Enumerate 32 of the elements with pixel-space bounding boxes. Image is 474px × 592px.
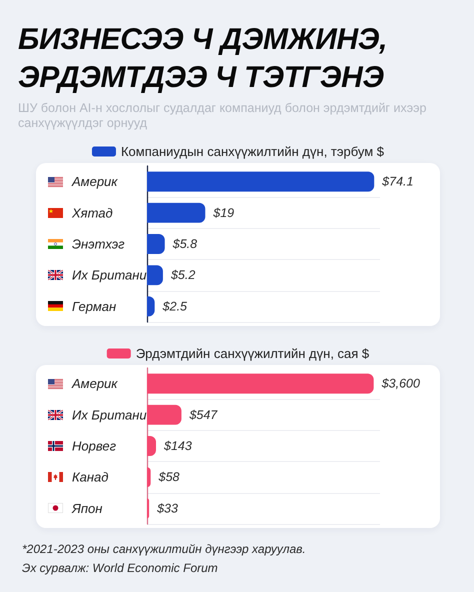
bar — [147, 202, 206, 223]
text: *2021-2023 оны санхүүжилтийн дүнгээр харуулав. — [22, 541, 306, 557]
y-tick-label: Норвег — [72, 438, 117, 454]
y-tick-label: Хятад — [71, 205, 113, 220]
bar — [147, 404, 182, 425]
legend-label: Компаниудын санхүүжилтийн дүн, тэрбум $ — [120, 144, 385, 159]
bar — [147, 234, 165, 254]
legend-label: Эрдэмтдийн санхүүжилтийн дүн, сая $ — [136, 346, 370, 361]
text: Эх сурвалж: World Economic Forum — [22, 560, 218, 576]
y-tick-label: Их Британи — [72, 268, 147, 283]
chart-subtitle: ШУ болон AI-н хослолыг судалдаг компаниуд болон эрдэмтдийг ихээр санхүүжүүлдэг орнууд — [18, 101, 428, 131]
chart-title: БИЗНЕСЭЭ Ч ДЭМЖИНЭ, ЭРДЭМТДЭЭ Ч ТЭТГЭНЭ — [18, 22, 388, 96]
y-tick-label: Америк — [71, 174, 118, 190]
data-label: $58 — [158, 470, 180, 484]
bar — [147, 265, 163, 286]
data-label: $3,600 — [380, 376, 420, 391]
y-tick-label: Америк — [71, 376, 118, 392]
y-tick-label: Их Британи — [72, 407, 147, 422]
data-label: $547 — [188, 408, 218, 422]
data-label: $5.2 — [170, 268, 196, 282]
data-label: $5.8 — [172, 237, 198, 251]
data-label: $19 — [212, 206, 234, 220]
bar — [147, 374, 374, 394]
y-tick-label: Энэтхэг — [72, 236, 126, 252]
y-tick-label: Канад — [72, 470, 108, 485]
y-tick-label: Герман — [72, 298, 116, 314]
bar — [147, 172, 374, 192]
data-label: $33 — [156, 501, 178, 516]
data-label: $74.1 — [381, 174, 414, 189]
data-label: $2.5 — [162, 299, 188, 314]
data-label: $143 — [163, 439, 192, 453]
y-tick-label: Япон — [71, 500, 102, 516]
